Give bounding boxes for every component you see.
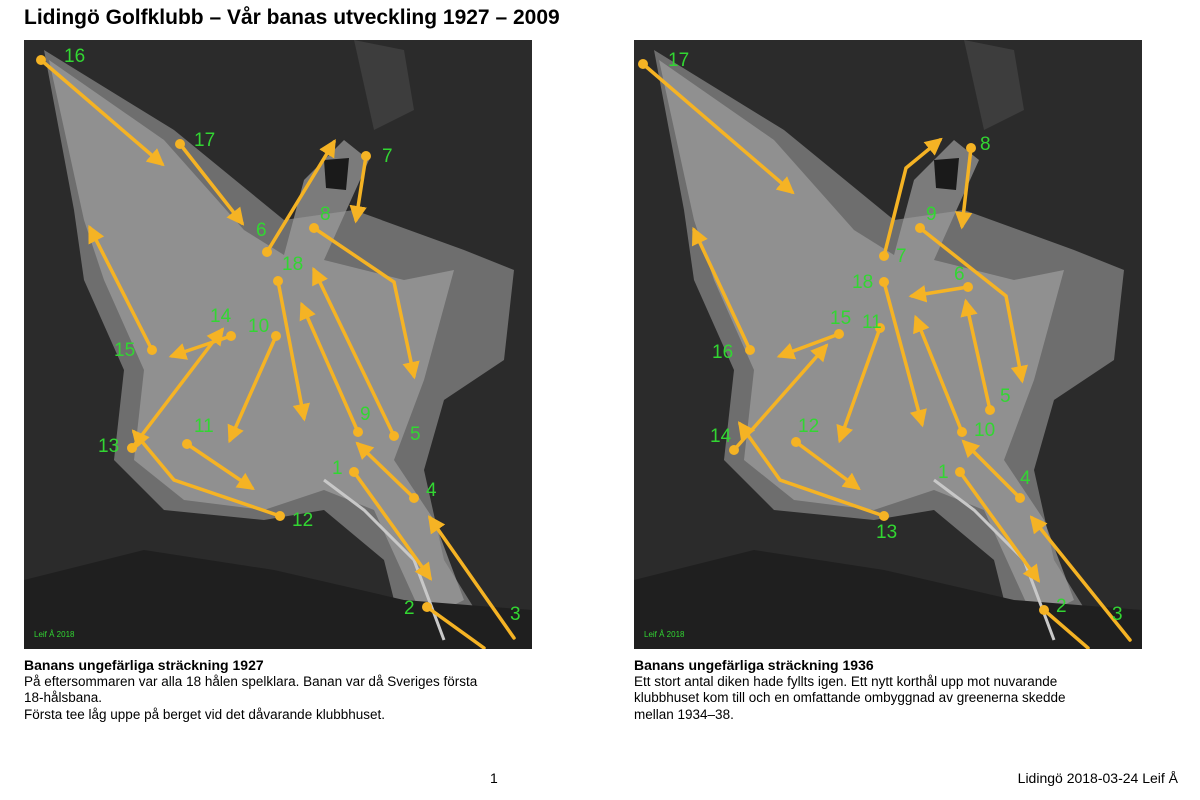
hole-label-15: 15 — [830, 308, 851, 329]
hole-1-route — [352, 470, 433, 581]
forest-south — [24, 550, 532, 649]
hole-label-6: 6 — [954, 264, 965, 285]
page-title: Lidingö Golfklubb – Vår banas utveckling… — [24, 6, 560, 29]
forest-north — [354, 40, 414, 130]
caption-line: Första tee låg uppe på berget vid det då… — [24, 706, 385, 722]
hole-label-14: 14 — [210, 306, 232, 327]
hole-4-route — [355, 441, 416, 500]
hole-15-route — [88, 224, 154, 352]
hole-label-13: 13 — [98, 436, 119, 457]
hole-8-route — [312, 226, 420, 380]
hole-label-17: 17 — [194, 130, 215, 151]
hole-16-route — [39, 58, 165, 167]
hole-label-13: 13 — [876, 522, 897, 543]
road — [323, 478, 446, 641]
hole-label-7: 7 — [896, 246, 907, 267]
hole-8-route — [954, 146, 973, 230]
hole-label-11: 11 — [194, 416, 214, 437]
caption-line: På eftersommaren var alla 18 hålen spelk… — [24, 673, 478, 689]
hole-6-route — [265, 139, 336, 254]
hole-label-10: 10 — [248, 316, 269, 337]
hole-15-route — [776, 332, 841, 360]
hole-17-route — [641, 62, 795, 195]
hole-3-route — [1029, 515, 1132, 642]
hole-18-route — [276, 279, 310, 422]
hole-label-15: 15 — [114, 340, 135, 361]
hole-label-9: 9 — [926, 204, 937, 225]
hole-13-route — [737, 421, 886, 518]
hole-label-9: 9 — [360, 404, 371, 425]
hole-9-route — [918, 226, 1028, 384]
caption-line: mellan 1934–38. — [634, 706, 734, 722]
hole-16-route — [691, 226, 752, 352]
hole-label-2: 2 — [1056, 596, 1067, 617]
road — [933, 478, 1056, 641]
hole-label-5: 5 — [410, 424, 421, 445]
caption-title: Banans ungefärliga sträckning 1936 — [634, 657, 874, 673]
hole-13-route — [130, 327, 225, 450]
hole-label-12: 12 — [798, 416, 819, 437]
course-map-1936: 1 2 3 4 5 6 7 8 9 10 11 12 13 14 15 16 1… — [634, 40, 1142, 649]
hole-10-route — [227, 334, 278, 444]
hole-label-14: 14 — [710, 426, 732, 447]
hole-label-4: 4 — [1020, 468, 1031, 489]
hole-11-route — [836, 326, 882, 444]
hole-label-18: 18 — [282, 254, 303, 275]
hole-label-16: 16 — [64, 46, 85, 67]
pond — [934, 158, 959, 190]
hole-12-route — [131, 429, 282, 518]
forest-south — [634, 550, 1142, 649]
hole-5-route — [960, 298, 992, 412]
caption-line: 18-hålsbana. — [24, 690, 103, 705]
hole-5-route — [312, 266, 396, 438]
map-credit: Leif Å 2018 — [644, 630, 685, 639]
hole-label-17: 17 — [668, 50, 689, 71]
caption-line: klubbhuset kom till och en omfattande om… — [634, 690, 1066, 705]
hole-label-8: 8 — [320, 204, 331, 225]
hole-4-route — [961, 439, 1022, 500]
caption-line: Ett stort antal diken hade fyllts igen. … — [634, 673, 1058, 689]
hole-3-route — [427, 515, 516, 640]
hole-7-route — [882, 137, 943, 258]
hole-label-3: 3 — [510, 604, 521, 625]
page-number: 1 — [490, 770, 498, 786]
hole-label-1: 1 — [938, 462, 949, 483]
caption-1927: Banans ungefärliga sträckning 1927 På ef… — [24, 657, 544, 723]
map-credit: Leif Å 2018 — [34, 630, 75, 639]
hole-label-18: 18 — [852, 272, 873, 293]
footer-signature: Lidingö 2018-03-24 Leif Å — [1017, 770, 1178, 786]
hole-label-1: 1 — [332, 458, 343, 479]
hole-17-route — [178, 142, 245, 226]
hole-label-7: 7 — [382, 146, 393, 167]
hole-label-8: 8 — [980, 134, 991, 155]
course-map-1936-drawing: 1 2 3 4 5 6 7 8 9 10 11 12 13 14 15 16 1… — [634, 40, 1142, 649]
hole-7-route — [349, 154, 368, 224]
hole-label-2: 2 — [404, 598, 415, 619]
fairways — [659, 60, 1074, 620]
hole-10-route — [913, 314, 964, 434]
hole-18-route — [882, 280, 927, 428]
caption-title: Banans ungefärliga sträckning 1927 — [24, 657, 264, 673]
hole-label-3: 3 — [1112, 604, 1123, 625]
hole-12-route — [794, 440, 861, 491]
hole-label-5: 5 — [1000, 386, 1011, 407]
hole-6-route — [908, 285, 970, 303]
pond — [324, 158, 349, 190]
hole-label-6: 6 — [256, 220, 267, 241]
hole-label-11: 11 — [862, 312, 882, 333]
hole-9-route — [299, 301, 360, 434]
hole-label-10: 10 — [974, 420, 995, 441]
hole-label-4: 4 — [426, 480, 437, 501]
hole-label-12: 12 — [292, 510, 313, 531]
hole-2-route — [425, 605, 486, 649]
hole-2-route — [1042, 608, 1090, 649]
course-map-1927: 1 2 3 4 5 6 7 8 9 10 11 12 13 14 15 16 1… — [24, 40, 532, 649]
hole-11-route — [185, 442, 255, 490]
hole-1-route — [958, 470, 1041, 583]
forest-north — [964, 40, 1024, 130]
caption-1936: Banans ungefärliga sträckning 1936 Ett s… — [634, 657, 1154, 723]
course-map-1927-drawing: 1 2 3 4 5 6 7 8 9 10 11 12 13 14 15 16 1… — [24, 40, 532, 649]
hole-label-16: 16 — [712, 342, 733, 363]
